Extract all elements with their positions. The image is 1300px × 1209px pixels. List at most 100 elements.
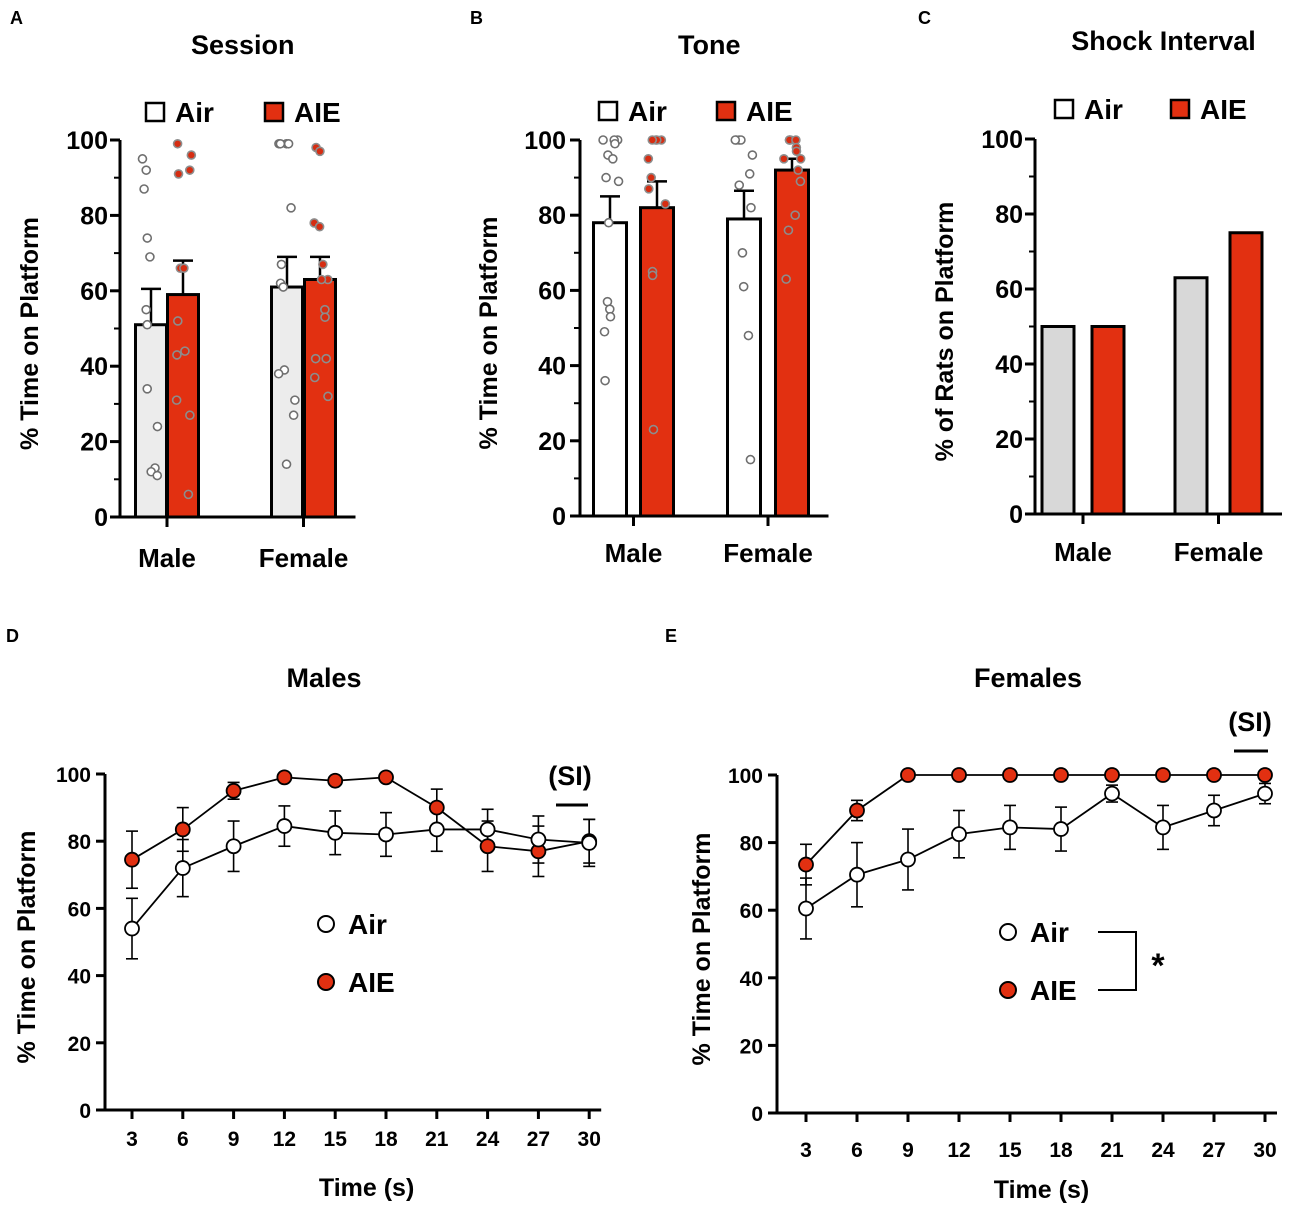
chart-title: Shock Interval [1071,26,1256,56]
data-point [142,233,153,243]
data-point-aie [900,767,916,783]
panel-label-d: D [6,626,19,646]
y-tick-label: 100 [524,127,566,155]
data-point-air [1206,802,1222,819]
data-point [184,165,195,175]
data-point [744,169,755,179]
legend-swatch-aie [715,100,737,122]
data-point [647,135,658,145]
x-tick-label: 15 [324,1128,348,1151]
data-point [142,384,153,394]
panel-label-c: C [918,8,931,28]
data-point-aie [225,782,242,799]
data-point [738,281,749,292]
data-point [793,165,803,175]
data-point [613,176,624,187]
y-tick-label: 100 [66,127,108,155]
x-tick-label: Female [1174,537,1264,567]
y-tick-label: 20 [538,428,566,456]
y-tick-label: 40 [995,351,1023,379]
data-point [276,259,287,270]
panel-label-a: A [10,8,23,28]
data-point [281,459,292,470]
legend-swatch-aie [1169,98,1191,120]
annotation-si: (SI) [548,761,592,791]
data-point [743,330,754,341]
data-point [180,346,190,356]
data-point-air [951,826,967,843]
series-line-aie [131,776,590,861]
y-tick-label: 0 [94,504,108,532]
data-point [745,454,756,465]
bar-aie-male [1090,325,1126,516]
data-point [179,263,189,273]
data-point [283,138,294,149]
y-tick-label: 60 [538,277,566,305]
y-tick-label: 80 [538,202,566,230]
y-tick-label: 0 [552,503,566,531]
legend-label-aie: AIE [1200,94,1247,125]
data-point [746,202,756,213]
data-point [610,138,620,149]
x-tick-label: Female [259,543,349,573]
legend-label-air: Air [175,97,214,128]
x-axis-label: Time (s) [994,1176,1089,1204]
data-point [605,311,616,322]
y-axis-label: % of Rats on Platform [931,202,959,462]
data-point-aie [1002,767,1018,783]
x-tick-label: 27 [1202,1139,1225,1162]
bar-aie-female [774,168,810,518]
x-tick-label: 30 [1253,1139,1276,1162]
data-point [660,199,671,209]
data-point-air [479,821,496,838]
data-point-aie [479,838,496,855]
y-tick-label: 60 [68,898,91,921]
y-axis-label: % Time on Platform [688,833,716,1066]
x-tick-label: 3 [126,1128,138,1151]
data-point-air [530,831,547,848]
y-axis-label: % Time on Platform [475,217,503,450]
x-tick-label: 12 [273,1128,296,1151]
data-point [171,395,182,405]
annotation-si: (SI) [1228,707,1272,737]
data-point-aie [276,769,293,786]
data-point [141,165,152,175]
panel-label-b: B [470,8,483,28]
y-tick-label: 0 [751,1103,763,1126]
bar-aie-female [1228,231,1264,516]
data-point [275,138,286,149]
data-point-air [124,920,140,937]
data-point [643,154,654,164]
y-tick-label: 60 [740,900,763,923]
significance-star: * [1151,947,1165,985]
x-tick-label: 24 [1151,1139,1175,1162]
data-point-air [174,860,191,876]
data-point [598,135,608,145]
y-tick-label: 80 [80,202,108,230]
series-line-air [805,792,1266,910]
x-tick-label: 12 [947,1139,970,1162]
x-tick-label: 18 [1049,1139,1073,1162]
legend-swatch-aie [263,101,285,123]
y-tick-label: 40 [740,968,763,991]
data-point-air [276,818,293,834]
y-tick-label: 60 [80,278,108,306]
legend-label-aie: AIE [348,967,395,998]
data-point-aie [428,799,445,816]
significance-bracket [1098,931,1137,991]
legend-label-air: Air [1030,917,1069,948]
y-tick-label: 80 [995,201,1023,229]
x-tick-label: 30 [578,1128,601,1151]
y-tick-label: 20 [68,1033,91,1056]
data-point [781,274,791,284]
legend-label-aie: AIE [1030,975,1077,1006]
data-point [600,375,610,386]
data-point [321,353,332,364]
chart-title: Session [191,30,295,60]
legend-swatch-air [1053,98,1075,120]
data-point [186,150,197,160]
data-point-air [1104,785,1120,802]
y-tick-label: 0 [79,1100,91,1123]
legend-marker-air [999,923,1017,941]
data-point [737,248,748,258]
